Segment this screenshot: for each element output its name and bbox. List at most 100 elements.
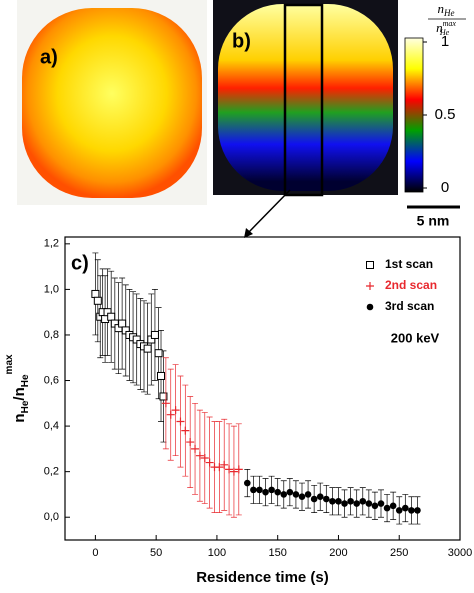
label-part: /n: [11, 387, 28, 400]
label-part: He: [20, 374, 31, 387]
point: [371, 502, 379, 510]
arrow-head: [244, 228, 253, 238]
point: [215, 463, 224, 472]
point: [143, 344, 152, 353]
point: [365, 500, 373, 507]
point: [186, 438, 195, 447]
legend-label: 3rd scan: [385, 299, 434, 313]
point: [274, 488, 281, 496]
point: [191, 444, 200, 453]
y-tick-label: 0,0: [44, 511, 59, 523]
legend-label: 1st scan: [385, 257, 433, 271]
colorbar-tick-label: 0.5: [435, 106, 456, 123]
legend-marker: [366, 303, 374, 311]
legend-label: 2nd scan: [385, 278, 437, 292]
panel-b-particle: [218, 4, 393, 191]
y-tick-label: 0,2: [44, 466, 59, 478]
point: [200, 453, 209, 462]
label-part: n: [438, 1, 445, 16]
x-tick-label: 50: [150, 547, 162, 559]
point: [323, 495, 330, 503]
point: [353, 500, 360, 507]
colorbar-label-numerator: nHe: [438, 1, 455, 18]
point: [159, 392, 168, 401]
point: [408, 507, 415, 514]
point: [310, 495, 318, 503]
panel-a-label: a): [40, 46, 58, 68]
x-tick-label: 200: [329, 547, 347, 559]
point: [234, 465, 243, 474]
label-part: He: [443, 8, 455, 18]
point: [395, 507, 403, 514]
point: [154, 349, 163, 358]
plot-frame: [64, 236, 461, 541]
x-tick-label: 0: [92, 547, 98, 559]
y-tick-label: 1,0: [44, 283, 59, 295]
x-tick-label: 150: [269, 547, 287, 559]
point: [166, 410, 175, 419]
point: [292, 491, 300, 498]
point: [244, 479, 251, 487]
legend-marker: [366, 282, 374, 290]
line-profile-box: [283, 3, 324, 197]
point: [225, 465, 234, 474]
y-tick-label: 1,2: [44, 238, 59, 250]
point: [256, 486, 263, 494]
point: [280, 491, 288, 498]
x-axis-label: Residence time (s): [196, 569, 329, 586]
point: [268, 486, 275, 494]
y-tick-label: 0,6: [44, 374, 59, 386]
point: [118, 319, 127, 328]
label-part: n: [436, 20, 443, 35]
y-tick-label: 0,8: [44, 329, 59, 341]
point: [298, 493, 306, 501]
point: [229, 467, 238, 476]
point: [389, 502, 397, 510]
point: [359, 497, 367, 505]
point: [347, 497, 354, 505]
annotation: 200 keV: [391, 330, 440, 345]
point: [181, 426, 190, 435]
point: [341, 500, 348, 507]
arrow: [247, 189, 291, 234]
point: [414, 507, 421, 514]
point: [107, 312, 116, 321]
point: [195, 451, 204, 460]
point: [150, 330, 159, 339]
point: [171, 406, 180, 415]
x-tick-label: 3000: [448, 547, 472, 559]
panel-a-particle: [22, 8, 202, 198]
label-part: max: [4, 354, 15, 374]
colorbar-label-denominator: nmax He: [436, 19, 456, 37]
panel-b-label: b): [232, 30, 251, 52]
panel-label: c): [71, 252, 89, 274]
point: [91, 289, 100, 298]
colorbar: [404, 37, 424, 193]
legend-marker: [366, 261, 374, 269]
label-part: n: [11, 413, 28, 422]
colorbar-tick-label: 0: [441, 179, 449, 196]
point: [157, 371, 166, 380]
point: [262, 488, 269, 496]
point: [176, 417, 185, 426]
scale-bar-label: 5 nm: [417, 213, 450, 229]
label-part: He: [439, 28, 450, 37]
point: [377, 500, 385, 507]
point: [220, 460, 229, 469]
x-tick-label: 100: [208, 547, 226, 559]
point: [286, 488, 294, 496]
point: [335, 497, 342, 505]
point: [250, 486, 257, 494]
point: [402, 504, 409, 512]
colorbar-tick-label: 1: [441, 33, 449, 50]
point: [205, 458, 214, 467]
point: [304, 491, 312, 498]
y-tick-label: 0,4: [44, 420, 59, 432]
point: [383, 504, 391, 512]
point: [316, 493, 324, 501]
point: [93, 296, 102, 305]
point: [161, 399, 170, 408]
label-part: He: [20, 400, 31, 413]
label-part: max: [443, 19, 457, 28]
